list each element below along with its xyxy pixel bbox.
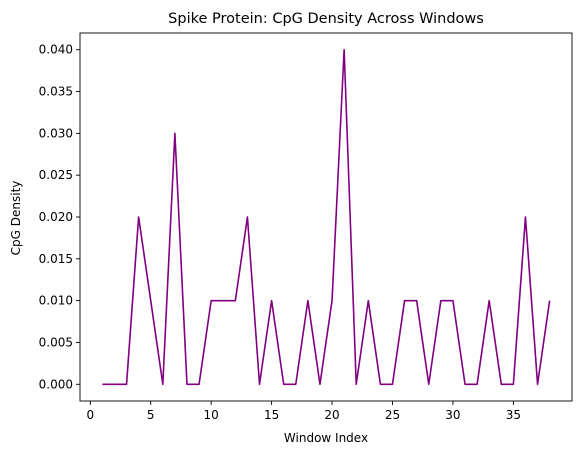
y-tick-label: 0.025 <box>39 168 73 182</box>
x-axis-label: Window Index <box>284 431 368 445</box>
chart-title: Spike Protein: CpG Density Across Window… <box>168 11 484 27</box>
y-tick-label: 0.015 <box>39 252 73 266</box>
x-tick-label: 25 <box>385 408 400 422</box>
series-line <box>102 48 551 386</box>
x-tick-label: 20 <box>324 408 339 422</box>
x-tick-label: 30 <box>445 408 460 422</box>
y-tick-label: 0.030 <box>39 126 73 140</box>
plot-area <box>102 48 551 386</box>
y-tick-label: 0.035 <box>39 85 73 99</box>
y-tick-label: 0.005 <box>39 335 73 349</box>
y-tick-label: 0.040 <box>39 43 73 57</box>
y-tick-label: 0.020 <box>39 210 73 224</box>
y-tick-label: 0.000 <box>39 377 73 391</box>
x-tick-label: 10 <box>204 408 219 422</box>
x-tick-label: 5 <box>147 408 155 422</box>
x-axis-ticks: 0 5 10 15 20 25 30 35 <box>86 401 521 422</box>
x-tick-label: 0 <box>86 408 94 422</box>
y-axis-ticks: 0.000 0.005 0.010 0.015 0.020 0.025 0.030 0.035… <box>39 43 80 391</box>
x-tick-label: 35 <box>506 408 521 422</box>
y-tick-label: 0.010 <box>39 294 73 308</box>
x-tick-label: 15 <box>264 408 279 422</box>
y-axis-label: CpG Density <box>9 181 23 256</box>
